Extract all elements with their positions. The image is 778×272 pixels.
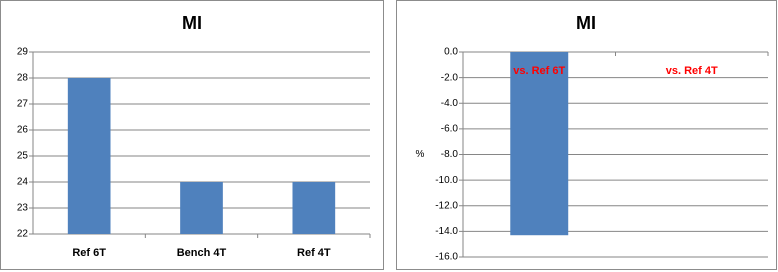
- y-tick-label: -10.0: [435, 175, 458, 186]
- y-tick-label: 23: [17, 203, 29, 214]
- x-tick-label: vs. Ref 4T: [666, 65, 718, 77]
- y-tick-label: -16.0: [435, 252, 458, 263]
- y-tick-label: 0.0: [444, 47, 458, 58]
- y-tick-label: 29: [17, 47, 29, 58]
- y-tick-label: 28: [17, 73, 29, 84]
- bar: [67, 78, 111, 234]
- x-tick-label: Ref 4T: [297, 247, 331, 259]
- bar: [510, 52, 569, 236]
- y-tick-label: -8.0: [441, 149, 459, 160]
- y-tick-label: -12.0: [435, 200, 458, 211]
- bar: [180, 182, 223, 234]
- chart-title: MI: [576, 13, 596, 33]
- y-tick-label: -4.0: [441, 98, 459, 109]
- x-tick-label: Ref 6T: [72, 247, 106, 259]
- y-tick-label: -14.0: [435, 226, 458, 237]
- chart-title: MI: [182, 13, 202, 33]
- y-tick-label: 22: [17, 229, 29, 240]
- y-axis-label: %: [416, 149, 425, 160]
- y-tick-label: -2.0: [441, 72, 459, 83]
- y-tick-label: 26: [17, 125, 29, 136]
- bar: [292, 182, 336, 234]
- x-tick-label: vs. Ref 6T: [513, 65, 565, 77]
- x-tick-label: Bench 4T: [177, 247, 227, 259]
- y-tick-label: 27: [17, 99, 29, 110]
- y-tick-label: 25: [17, 151, 29, 162]
- y-tick-label: 24: [17, 177, 29, 188]
- y-tick-label: -6.0: [441, 124, 459, 135]
- chart-frame: [396, 0, 777, 270]
